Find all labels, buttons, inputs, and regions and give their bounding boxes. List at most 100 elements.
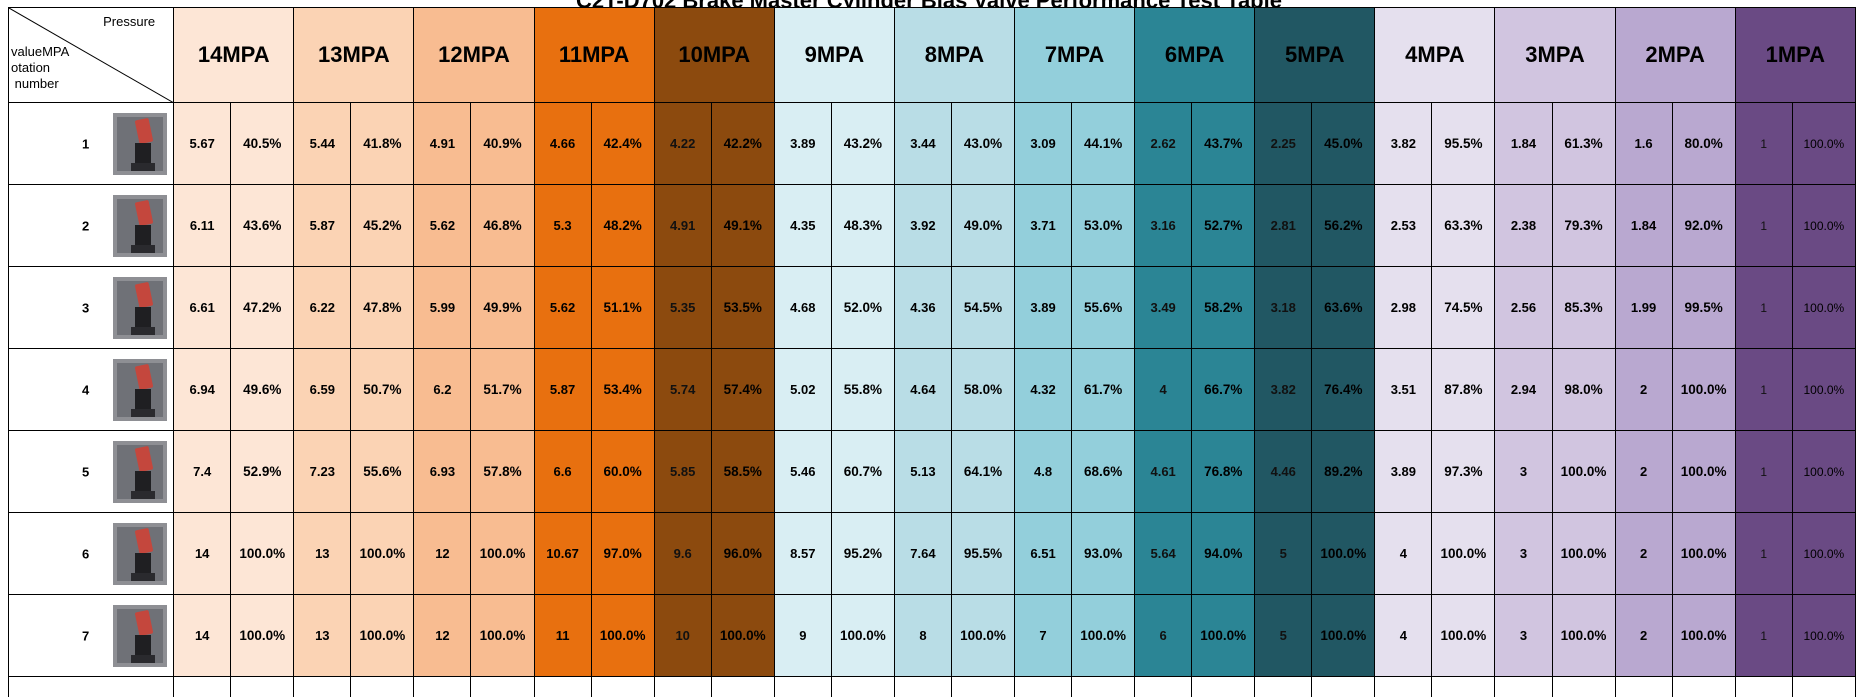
output-ratio-percent: 100.0% <box>1431 594 1496 677</box>
output-pressure-value: 1 <box>1734 348 1793 431</box>
output-ratio-percent: 76.8% <box>1191 430 1256 513</box>
rotation-number: 2 <box>82 218 90 233</box>
output-pressure-value: 3.82 <box>1254 348 1313 431</box>
output-pressure-value: 2 <box>1614 430 1673 513</box>
output-pressure-value: 5.87 <box>293 184 352 267</box>
output-pressure-value: 7.23 <box>293 430 352 513</box>
device-photo-thumbnail <box>113 276 168 339</box>
output-ratio-percent: 45.0% <box>1311 102 1376 185</box>
output-pressure-value: 2.53 <box>1374 184 1433 267</box>
output-ratio-percent: 40.5% <box>230 102 295 185</box>
output-ratio-percent: 100.0% <box>1671 430 1736 513</box>
device-photo-thumbnail <box>113 112 168 175</box>
output-pressure-value: 2.38 <box>1494 184 1553 267</box>
output-ratio-percent: 43.6% <box>230 184 295 267</box>
output-pressure-value: 1 <box>1734 102 1793 185</box>
output-pressure-value: 4 <box>1374 594 1433 677</box>
table-row: 4 6.94 49.6% 6.59 50.7% 6.2 51.7% 5.87 53.4% 5.74… <box>7 348 1857 431</box>
pressure-header-3mpa: 3MPA <box>1494 7 1616 103</box>
table-row: 1 5.67 40.5% 5.44 41.8% 4.91 40.9% 4.66 42.4% 4.2… <box>7 102 1857 185</box>
output-pressure-value: 4.22 <box>653 102 712 185</box>
output-ratio-percent: 63.3% <box>1431 184 1496 267</box>
output-pressure-value: 14 <box>173 594 232 677</box>
output-pressure-value: 5.44 <box>293 102 352 185</box>
pressure-header-14mpa: 14MPA <box>173 7 295 103</box>
output-ratio-percent: 57.4% <box>710 348 775 431</box>
output-pressure-value: 4.35 <box>773 184 832 267</box>
output-ratio-percent: 100.0% <box>590 594 655 677</box>
output-pressure-value: 6.61 <box>173 266 232 349</box>
output-pressure-value: 3.89 <box>773 102 832 185</box>
output-ratio-percent: 100.0% <box>1671 512 1736 595</box>
output-ratio-percent: 66.7% <box>1191 348 1256 431</box>
output-pressure-value: 5.3 <box>533 184 592 267</box>
output-ratio-percent: 98.0% <box>1551 348 1616 431</box>
output-ratio-percent: 100.0% <box>1551 512 1616 595</box>
device-photo-thumbnail <box>113 522 168 585</box>
output-ratio-percent: 52.7% <box>1191 184 1256 267</box>
pressure-header-4mpa: 4MPA <box>1374 7 1496 103</box>
output-ratio-percent: 100.0% <box>1431 512 1496 595</box>
output-ratio-percent: 53.0% <box>1071 184 1136 267</box>
output-ratio-percent: 49.1% <box>710 184 775 267</box>
output-pressure-value: 13 <box>293 594 352 677</box>
output-ratio-percent: 95.5% <box>1431 102 1496 185</box>
output-pressure-value: 4.64 <box>893 348 952 431</box>
output-ratio-percent: 43.0% <box>950 102 1016 185</box>
output-ratio-percent: 47.2% <box>230 266 295 349</box>
output-pressure-value: 11 <box>533 594 592 677</box>
output-ratio-percent: 100.0% <box>1791 512 1857 595</box>
output-ratio-percent: 46.8% <box>470 184 535 267</box>
device-photo-thumbnail <box>113 358 168 421</box>
output-pressure-value: 4.66 <box>533 102 592 185</box>
output-ratio-percent: 45.2% <box>350 184 415 267</box>
output-ratio-percent: 42.4% <box>590 102 655 185</box>
output-pressure-value: 4.32 <box>1014 348 1073 431</box>
output-ratio-percent: 100.0% <box>470 594 535 677</box>
output-pressure-value: 6.2 <box>413 348 472 431</box>
output-pressure-value: 5 <box>1254 594 1313 677</box>
output-ratio-percent: 100.0% <box>1311 512 1376 595</box>
output-ratio-percent: 100.0% <box>350 594 415 677</box>
output-pressure-value: 4.91 <box>413 102 472 185</box>
output-pressure-value: 5.46 <box>773 430 832 513</box>
output-pressure-value: 1 <box>1734 512 1793 595</box>
table-row: 5 7.4 52.9% 7.23 55.6% 6.93 57.8% 6.6 60.0% 5.85 5… <box>7 430 1857 513</box>
rotation-number: 7 <box>82 628 90 643</box>
output-pressure-value: 4.8 <box>1014 430 1073 513</box>
corner-header-cell: Pressure valueMPA otation number <box>7 7 175 103</box>
output-pressure-value: 12 <box>413 512 472 595</box>
output-pressure-value: 5.87 <box>533 348 592 431</box>
output-ratio-percent: 97.3% <box>1431 430 1496 513</box>
output-pressure-value: 4 <box>1134 348 1193 431</box>
output-pressure-value: 6.93 <box>413 430 472 513</box>
pressure-corner-label: Pressure <box>103 14 156 29</box>
output-ratio-percent: 100.0% <box>1551 430 1616 513</box>
output-ratio-percent: 100.0% <box>1791 430 1857 513</box>
output-pressure-value: 6.22 <box>293 266 352 349</box>
output-ratio-percent: 74.5% <box>1431 266 1496 349</box>
output-ratio-percent: 100.0% <box>230 594 295 677</box>
output-pressure-value: 5.13 <box>893 430 952 513</box>
rotation-cell: 4 <box>7 348 175 431</box>
device-photo-thumbnail <box>113 440 168 503</box>
output-pressure-value: 6.51 <box>1014 512 1073 595</box>
device-photo-thumbnail <box>113 604 168 667</box>
output-ratio-percent: 58.2% <box>1191 266 1256 349</box>
output-ratio-percent: 96.0% <box>710 512 775 595</box>
output-pressure-value: 1 <box>1734 266 1793 349</box>
rotation-cell: 3 <box>7 266 175 349</box>
output-ratio-percent: 92.0% <box>1671 184 1736 267</box>
device-photo-thumbnail <box>113 194 168 257</box>
output-ratio-percent: 57.8% <box>470 430 535 513</box>
output-pressure-value: 2 <box>1614 594 1673 677</box>
output-ratio-percent: 43.7% <box>1191 102 1256 185</box>
output-pressure-value: 3.18 <box>1254 266 1313 349</box>
rotation-number: 3 <box>82 300 90 315</box>
output-pressure-value: 2.62 <box>1134 102 1193 185</box>
output-pressure-value: 3.51 <box>1374 348 1433 431</box>
output-pressure-value: 10.67 <box>533 512 592 595</box>
output-pressure-value: 2.98 <box>1374 266 1433 349</box>
pressure-header-6mpa: 6MPA <box>1134 7 1256 103</box>
pressure-header-10mpa: 10MPA <box>653 7 775 103</box>
